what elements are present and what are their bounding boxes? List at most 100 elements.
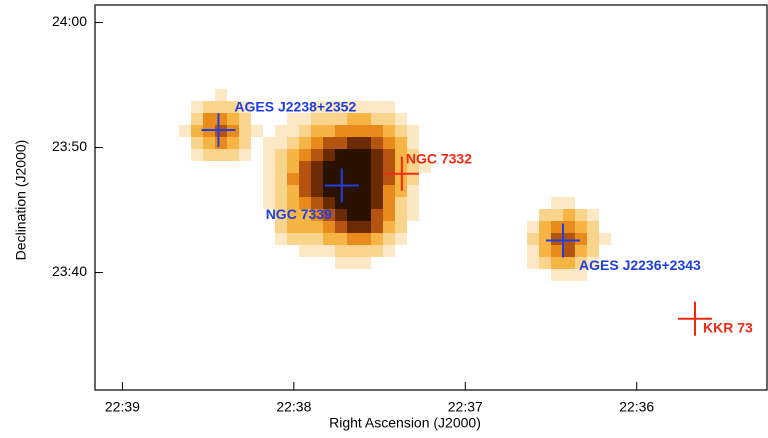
- map-pixel: [383, 209, 395, 221]
- x-tick-label: 22:39: [105, 399, 140, 415]
- map-pixel: [263, 149, 275, 161]
- map-pixel: [239, 125, 251, 137]
- map-pixel: [347, 233, 359, 245]
- map-pixel: [575, 221, 587, 233]
- map-pixel: [335, 125, 347, 137]
- map-pixel: [563, 197, 575, 209]
- map-pixel: [287, 221, 299, 233]
- map-pixel: [587, 233, 599, 245]
- map-pixel: [539, 233, 551, 245]
- map-pixel: [575, 245, 587, 257]
- map-pixel: [551, 245, 563, 257]
- map-pixel: [335, 209, 347, 221]
- map-pixel: [383, 185, 395, 197]
- map-pixel: [563, 269, 575, 281]
- map-pixel: [395, 221, 407, 233]
- map-pixel: [299, 137, 311, 149]
- map-pixel: [191, 137, 203, 149]
- map-pixel: [371, 245, 383, 257]
- map-pixel: [527, 233, 539, 245]
- map-pixel: [359, 185, 371, 197]
- map-pixel: [371, 161, 383, 173]
- map-pixel: [323, 185, 335, 197]
- map-pixel: [407, 125, 419, 137]
- map-pixel: [275, 137, 287, 149]
- map-pixel: [311, 113, 323, 125]
- map-pixel: [575, 209, 587, 221]
- map-pixel: [263, 137, 275, 149]
- map-pixel: [407, 137, 419, 149]
- point-label: AGES J2236+2343: [579, 257, 701, 273]
- map-pixel: [299, 173, 311, 185]
- map-pixel: [371, 233, 383, 245]
- map-pixel: [539, 245, 551, 257]
- x-tick-label: 22:37: [448, 399, 483, 415]
- map-pixel: [371, 125, 383, 137]
- map-pixel: [527, 257, 539, 269]
- map-pixel: [275, 185, 287, 197]
- map-pixel: [191, 113, 203, 125]
- map-pixel: [191, 101, 203, 113]
- map-pixel: [383, 233, 395, 245]
- map-pixel: [275, 149, 287, 161]
- map-pixel: [275, 173, 287, 185]
- map-pixel: [563, 221, 575, 233]
- map-pixel: [239, 137, 251, 149]
- map-pixel: [179, 125, 191, 137]
- map-pixel: [383, 161, 395, 173]
- map-pixel: [227, 113, 239, 125]
- map-pixel: [335, 233, 347, 245]
- map-pixel: [347, 173, 359, 185]
- map-pixel: [347, 185, 359, 197]
- map-pixel: [371, 185, 383, 197]
- map-pixel: [323, 113, 335, 125]
- map-pixel: [359, 125, 371, 137]
- map-pixel: [395, 233, 407, 245]
- map-pixel: [287, 173, 299, 185]
- map-pixel: [299, 149, 311, 161]
- map-pixel: [335, 113, 347, 125]
- map-pixel: [239, 113, 251, 125]
- point-label: KKR 73: [703, 319, 753, 335]
- y-axis-label: Declination (J2000): [13, 140, 29, 261]
- map-pixel: [347, 209, 359, 221]
- map-pixel: [371, 197, 383, 209]
- map-pixel: [371, 173, 383, 185]
- map-pixel: [299, 113, 311, 125]
- map-pixel: [407, 209, 419, 221]
- map-pixel: [551, 269, 563, 281]
- map-pixel: [383, 113, 395, 125]
- map-pixel: [191, 125, 203, 137]
- map-pixel: [395, 113, 407, 125]
- map-pixel: [215, 113, 227, 125]
- map-pixel: [311, 185, 323, 197]
- map-pixel: [587, 209, 599, 221]
- map-pixel: [395, 125, 407, 137]
- map-pixel: [563, 209, 575, 221]
- map-pixel: [551, 257, 563, 269]
- map-pixel: [383, 149, 395, 161]
- map-pixel: [335, 245, 347, 257]
- map-pixel: [527, 245, 539, 257]
- map-pixel: [359, 197, 371, 209]
- map-pixel: [347, 257, 359, 269]
- map-pixel: [551, 209, 563, 221]
- map-pixel: [347, 149, 359, 161]
- map-pixel: [383, 221, 395, 233]
- map-pixel: [539, 221, 551, 233]
- map-pixel: [539, 209, 551, 221]
- map-pixel: [383, 125, 395, 137]
- map-pixel: [299, 125, 311, 137]
- map-pixel: [203, 101, 215, 113]
- map-pixel: [275, 221, 287, 233]
- map-pixel: [227, 137, 239, 149]
- y-tick-label: 23:50: [52, 138, 87, 154]
- map-pixel: [275, 125, 287, 137]
- map-pixel: [347, 161, 359, 173]
- map-pixel: [311, 233, 323, 245]
- point-label: NGC 7339: [266, 206, 332, 222]
- map-pixel: [323, 221, 335, 233]
- map-pixel: [203, 137, 215, 149]
- y-tick-label: 23:40: [52, 263, 87, 279]
- map-pixel: [287, 113, 299, 125]
